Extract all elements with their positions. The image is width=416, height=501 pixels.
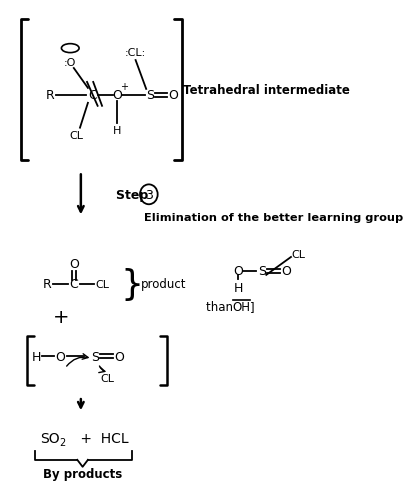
Text: OH: OH [233, 301, 251, 314]
Text: CL: CL [100, 374, 114, 384]
Text: 3: 3 [145, 188, 153, 201]
Text: product: product [141, 278, 186, 291]
Text: CL: CL [69, 130, 84, 140]
Text: O: O [168, 89, 178, 102]
Text: R: R [46, 89, 54, 102]
Text: S: S [146, 89, 154, 102]
Text: +: + [120, 82, 128, 92]
Text: Elimination of the better learning group: Elimination of the better learning group [144, 213, 403, 223]
Text: O: O [56, 350, 65, 363]
Text: R: R [43, 278, 52, 291]
Text: C: C [69, 278, 78, 291]
Text: O: O [112, 89, 122, 102]
Text: S: S [258, 265, 266, 278]
Text: CL: CL [291, 249, 305, 260]
Text: ]: ] [250, 301, 255, 314]
Text: +: + [53, 308, 69, 327]
Text: H: H [233, 282, 243, 295]
Text: Step: Step [116, 188, 153, 201]
Text: H: H [113, 125, 121, 135]
Text: than: than [206, 301, 237, 314]
Text: }: } [121, 267, 144, 301]
Text: By products: By products [43, 467, 122, 480]
Text: H: H [32, 350, 42, 363]
Text: +  HCL: + HCL [76, 431, 128, 445]
Text: S: S [91, 350, 99, 363]
Text: :O: :O [64, 58, 77, 68]
Text: O: O [114, 350, 124, 363]
Text: 2: 2 [59, 437, 65, 447]
Text: O: O [69, 258, 79, 271]
Text: :CL:: :CL: [125, 48, 146, 58]
Text: SO: SO [40, 431, 60, 445]
Text: Tetrahedral intermediate: Tetrahedral intermediate [183, 84, 350, 97]
Text: C: C [88, 89, 97, 102]
Text: O: O [281, 265, 291, 278]
Text: O: O [233, 265, 243, 278]
Text: CL: CL [95, 279, 109, 289]
